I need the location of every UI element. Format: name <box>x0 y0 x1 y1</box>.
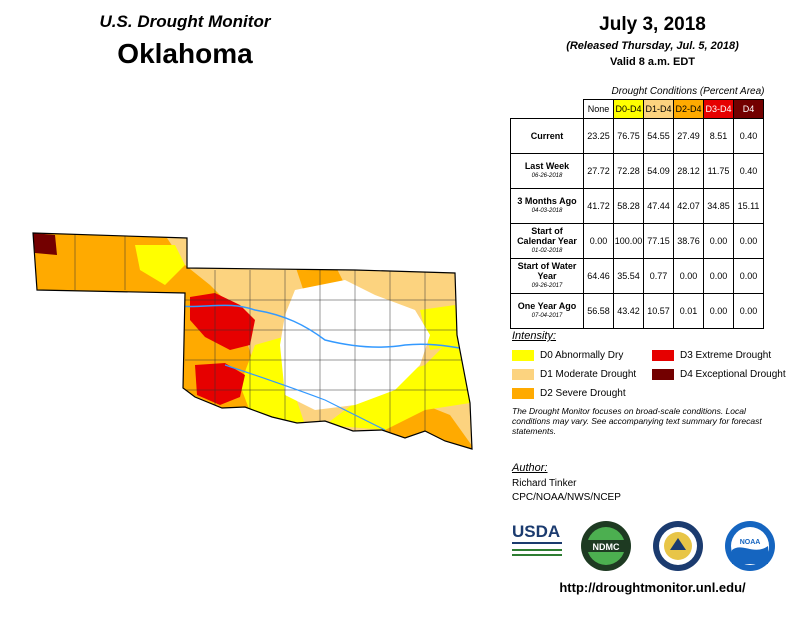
website-link[interactable]: http://droughtmonitor.unl.edu/ <box>559 580 746 595</box>
legend-item-d0: D0 Abnormally Dry <box>512 350 623 361</box>
d0-area-panhandle <box>135 245 185 285</box>
col-d2-d4: D2-D4 <box>673 99 704 119</box>
legend-label: D2 Severe Drought <box>540 388 626 399</box>
commerce-seal-logo <box>653 521 703 571</box>
author-org: CPC/NOAA/NWS/NCEP <box>512 492 621 503</box>
cell: 64.46 <box>583 258 614 294</box>
row-label: 3 Months Ago 04-03-2018 <box>510 188 584 224</box>
d4-swatch <box>652 369 674 380</box>
table-caption: Drought Conditions (Percent Area) <box>611 86 765 97</box>
cell: 54.09 <box>643 153 674 189</box>
cell: 0.00 <box>703 293 734 329</box>
d3-area-west <box>190 293 255 350</box>
legend-item-d1: D1 Moderate Drought <box>512 369 636 380</box>
legend-label: D3 Extreme Drought <box>680 350 772 361</box>
d1-swatch <box>512 369 534 380</box>
program-title: U.S. Drought Monitor <box>99 12 271 31</box>
col-d1-d4: D1-D4 <box>643 99 674 119</box>
author-name: Richard Tinker <box>512 478 577 489</box>
legend-item-d4: D4 Exceptional Drought <box>652 369 786 380</box>
map-date: July 3, 2018 <box>599 14 706 35</box>
row-label: Current <box>510 118 584 154</box>
state-title: Oklahoma <box>117 38 253 69</box>
noaa-logo: NOAA <box>725 521 775 571</box>
d2-swatch <box>512 388 534 399</box>
svg-text:NOAA: NOAA <box>740 539 761 546</box>
d3-swatch <box>652 350 674 361</box>
legend-item-d2: D2 Severe Drought <box>512 388 626 399</box>
legend-title: Intensity: <box>512 330 557 342</box>
cell: 41.72 <box>583 188 614 224</box>
table-row: Start of Water Year 09-26-2017 64.46 35.5… <box>510 258 764 294</box>
usda-logo: USDA <box>512 522 562 564</box>
release-date: (Released Thursday, Jul. 5, 2018) <box>566 40 739 52</box>
d0-swatch <box>512 350 534 361</box>
cell: 42.07 <box>673 188 704 224</box>
row-label: Start of Calendar Year 01-02-2018 <box>510 223 584 259</box>
cell: 0.00 <box>733 223 764 259</box>
row-label: One Year Ago 07-04-2017 <box>510 293 584 329</box>
col-d4: D4 <box>733 99 764 119</box>
cell: 8.51 <box>703 118 734 154</box>
cell: 56.58 <box>583 293 614 329</box>
svg-text:NDMC: NDMC <box>593 542 620 552</box>
river-south <box>224 364 386 431</box>
state-outline <box>32 232 473 450</box>
col-none: None <box>583 99 614 119</box>
author-title: Author: <box>512 462 548 474</box>
river <box>164 304 471 351</box>
cell: 27.72 <box>583 153 614 189</box>
cell: 43.42 <box>613 293 644 329</box>
ndmc-logo: NDMC <box>581 521 631 571</box>
cell: 0.40 <box>733 153 764 189</box>
cell: 0.00 <box>733 293 764 329</box>
oklahoma-drought-map <box>32 232 473 450</box>
table-row: One Year Ago 07-04-2017 56.58 43.42 10.57… <box>510 293 764 329</box>
cell: 0.01 <box>673 293 704 329</box>
d0-area-east <box>420 305 460 350</box>
cell: 100.00 <box>613 223 644 259</box>
cell: 27.49 <box>673 118 704 154</box>
d3-area-southwest <box>195 363 245 405</box>
d4-area <box>33 233 57 255</box>
cell: 77.15 <box>643 223 674 259</box>
table-header-row: None D0-D4 D1-D4 D2-D4 D3-D4 D4 <box>511 99 764 119</box>
cell: 15.11 <box>733 188 764 224</box>
cell: 0.00 <box>733 258 764 294</box>
table-row: Last Week 06-26-2018 27.72 72.28 54.09 28… <box>510 153 764 189</box>
cell: 0.00 <box>583 223 614 259</box>
table-row: Current 23.25 76.75 54.55 27.49 8.51 0.4… <box>510 118 764 154</box>
cell: 10.57 <box>643 293 674 329</box>
cell: 54.55 <box>643 118 674 154</box>
cell: 35.54 <box>613 258 644 294</box>
table-corner <box>511 100 584 119</box>
cell: 23.25 <box>583 118 614 154</box>
legend-label: D4 Exceptional Drought <box>680 369 786 380</box>
disclaimer-note: The Drought Monitor focuses on broad-sca… <box>512 406 762 436</box>
cell: 0.40 <box>733 118 764 154</box>
cell: 28.12 <box>673 153 704 189</box>
cell: 72.28 <box>613 153 644 189</box>
cell: 47.44 <box>643 188 674 224</box>
cell: 0.00 <box>703 223 734 259</box>
row-label: Last Week 06-26-2018 <box>510 153 584 189</box>
cell: 34.85 <box>703 188 734 224</box>
cell: 0.00 <box>673 258 704 294</box>
row-label: Start of Water Year 09-26-2017 <box>510 258 584 294</box>
legend-label: D0 Abnormally Dry <box>540 350 624 361</box>
cell: 38.76 <box>673 223 704 259</box>
table-row: 3 Months Ago 04-03-2018 41.72 58.28 47.44… <box>510 188 764 224</box>
cell: 0.00 <box>703 258 734 294</box>
cell: 58.28 <box>613 188 644 224</box>
table-row: Start of Calendar Year 01-02-2018 0.00 10… <box>510 223 764 259</box>
col-d3-d4: D3-D4 <box>703 99 734 119</box>
valid-time: Valid 8 a.m. EDT <box>610 56 695 68</box>
cell: 76.75 <box>613 118 644 154</box>
drought-table: None D0-D4 D1-D4 D2-D4 D3-D4 D4 Current … <box>510 99 764 329</box>
col-d0-d4: D0-D4 <box>613 99 644 119</box>
legend-item-d3: D3 Extreme Drought <box>652 350 771 361</box>
cell: 0.77 <box>643 258 674 294</box>
legend-label: D1 Moderate Drought <box>540 369 637 380</box>
cell: 11.75 <box>703 153 734 189</box>
